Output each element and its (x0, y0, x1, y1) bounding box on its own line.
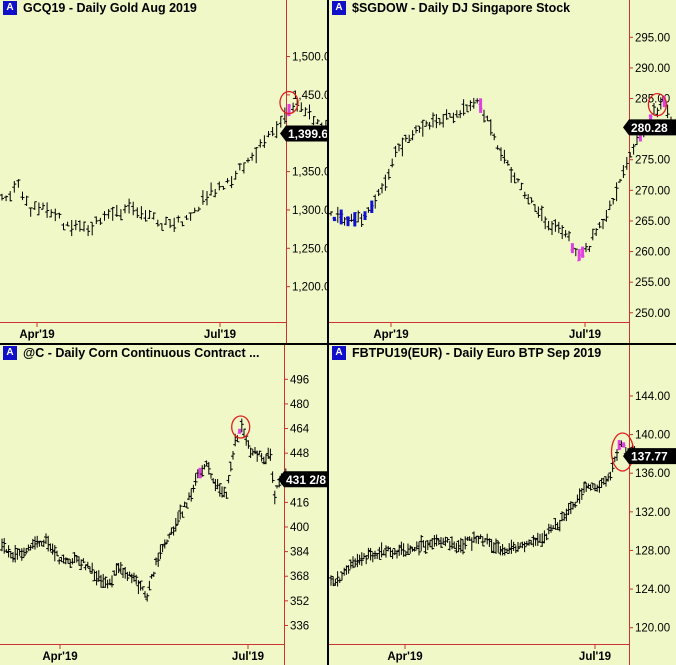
a-badge-icon[interactable]: A (332, 346, 346, 360)
panel-header: A FBTPU19(EUR) - Daily Euro BTP Sep 2019 (329, 345, 676, 361)
y-tick-label: 1,250.0 (292, 243, 327, 255)
last-value-box (280, 125, 327, 142)
x-tick-label: Jul'19 (579, 651, 611, 663)
y-tick-label: 140.00 (635, 430, 670, 442)
panel-header: A $SGDOW - Daily DJ Singapore Stock (329, 0, 676, 16)
chart-panel-gold: 1,500.0 1,450.0 1,350.0 1,300.0 1,250.0 1,200… (0, 0, 327, 343)
y-tick-label: 384 (290, 547, 310, 559)
highlight-circle (279, 90, 299, 115)
last-value-label: 280.28 (623, 119, 676, 136)
chart-title: GCQ19 - Daily Gold Aug 2019 (23, 1, 197, 15)
chart-title: @C - Daily Corn Continuous Contract ... (23, 346, 260, 360)
y-tick-label: 265.00 (635, 216, 670, 228)
highlight-circle (231, 415, 251, 439)
horizontal-divider (0, 343, 676, 345)
y-tick-label: 352 (290, 596, 309, 608)
x-tick-label: Jul'19 (232, 651, 264, 663)
chart-title: FBTPU19(EUR) - Daily Euro BTP Sep 2019 (352, 346, 602, 360)
gold-chart: 1,500.0 1,450.0 1,350.0 1,300.0 1,250.0 1,200… (0, 0, 327, 343)
last-value-label: 1,399.6 (280, 125, 327, 142)
a-badge-icon[interactable]: A (3, 346, 17, 360)
y-tick-label: 144.00 (635, 391, 670, 403)
y-tick-label: 1,300.0 (292, 205, 327, 217)
y-tick-label: 290.00 (635, 63, 670, 75)
y-tick-label: 1,200.0 (292, 282, 327, 294)
y-tick-label: 255.00 (635, 277, 670, 289)
y-tick-label: 270.00 (635, 185, 670, 197)
y-tick-label: 448 (290, 448, 309, 460)
y-tick-label: 275.00 (635, 155, 670, 167)
x-tick-label: Apr'19 (373, 329, 408, 341)
y-tick-label: 124.00 (635, 584, 670, 596)
last-value-box (278, 471, 327, 488)
y-tick-label: 464 (290, 424, 310, 436)
vertical-divider (327, 0, 329, 665)
y-tick-label: 120.00 (635, 623, 670, 635)
y-tick-label: 1,450.0 (292, 90, 327, 102)
panel-header: A @C - Daily Corn Continuous Contract ..… (0, 345, 327, 361)
y-tick-label: 260.00 (635, 247, 670, 259)
highlight-circle (647, 92, 668, 117)
y-tick-label: 496 (290, 374, 309, 386)
y-tick-label: 295.00 (635, 32, 670, 44)
y-tick-label: 128.00 (635, 545, 670, 557)
y-tick-label: 400 (290, 522, 309, 534)
y-tick-label: 136.00 (635, 468, 670, 480)
panel-header: A GCQ19 - Daily Gold Aug 2019 (0, 0, 327, 16)
y-tick-label: 1,350.0 (292, 167, 327, 179)
y-tick-label: 416 (290, 497, 309, 509)
last-value-box (623, 448, 676, 465)
x-tick-label: Apr'19 (19, 329, 54, 341)
last-value-box (623, 119, 676, 136)
y-tick-label: 132.00 (635, 507, 670, 519)
chart-title: $SGDOW - Daily DJ Singapore Stock (352, 1, 571, 15)
chart-panel-btp: 144.00 140.00 136.00 132.00 128.00 124.00 120.… (329, 345, 676, 665)
x-tick-label: Apr'19 (387, 651, 422, 663)
last-value-text: 1,399.6 (288, 127, 327, 141)
chart-panel-sgdow: 295.00290.00285.00280.00275.00270.00265.… (329, 0, 676, 343)
y-tick-label: 250.00 (635, 308, 670, 320)
last-value-text: 280.28 (631, 121, 668, 135)
btp-chart: 144.00 140.00 136.00 132.00 128.00 124.00 120.… (329, 345, 676, 665)
y-tick-label: 480 (290, 399, 309, 411)
corn-chart: 496480464448432416400384368352336Apr'19J… (0, 345, 327, 665)
price-bars (0, 98, 327, 237)
y-tick-label: 336 (290, 620, 309, 632)
chart-panel-corn: 496480464448432416400384368352336Apr'19J… (0, 345, 327, 665)
price-bars (329, 440, 637, 587)
last-value-text: 137.77 (631, 450, 668, 464)
last-value-text: 431 2/8 (286, 473, 326, 487)
x-tick-label: Jul'19 (569, 329, 601, 341)
last-value-label: 431 2/8 (278, 471, 327, 488)
y-tick-label: 1,500.0 (292, 52, 327, 64)
price-bars (329, 95, 676, 262)
y-tick-label: 285.00 (635, 94, 670, 106)
x-tick-label: Jul'19 (204, 329, 236, 341)
last-value-label: 137.77 (623, 448, 676, 465)
price-bars (0, 418, 290, 602)
x-tick-label: Apr'19 (42, 651, 77, 663)
y-tick-label: 368 (290, 571, 309, 583)
sgdow-chart: 295.00290.00285.00280.00275.00270.00265.… (329, 0, 676, 343)
a-badge-icon[interactable]: A (3, 1, 17, 15)
a-badge-icon[interactable]: A (332, 1, 346, 15)
